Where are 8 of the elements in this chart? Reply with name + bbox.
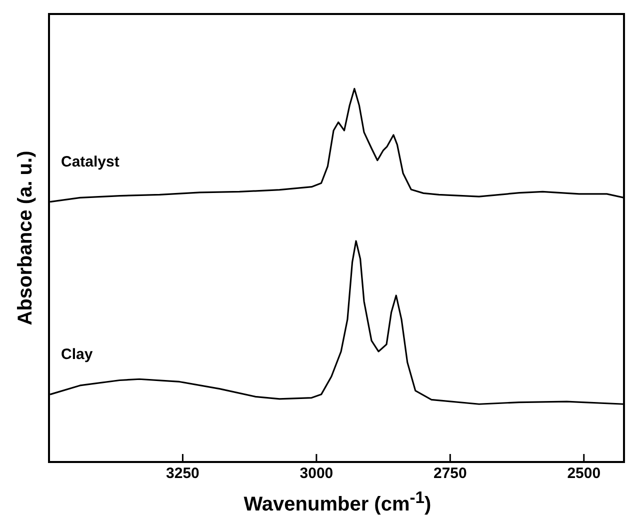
x-tick-label: 2750 <box>433 465 467 482</box>
series-label: Catalyst <box>61 153 120 170</box>
x-tick-label: 3000 <box>300 465 334 482</box>
x-axis-title: Wavenumber (cm$^{-1}$) <box>242 488 432 517</box>
y-axis-title: Absorbance (a. u.) <box>14 150 37 326</box>
x-tick-label: 3250 <box>166 465 200 482</box>
x-tick-label: 2500 <box>567 465 601 482</box>
series-label: Clay <box>61 346 94 364</box>
